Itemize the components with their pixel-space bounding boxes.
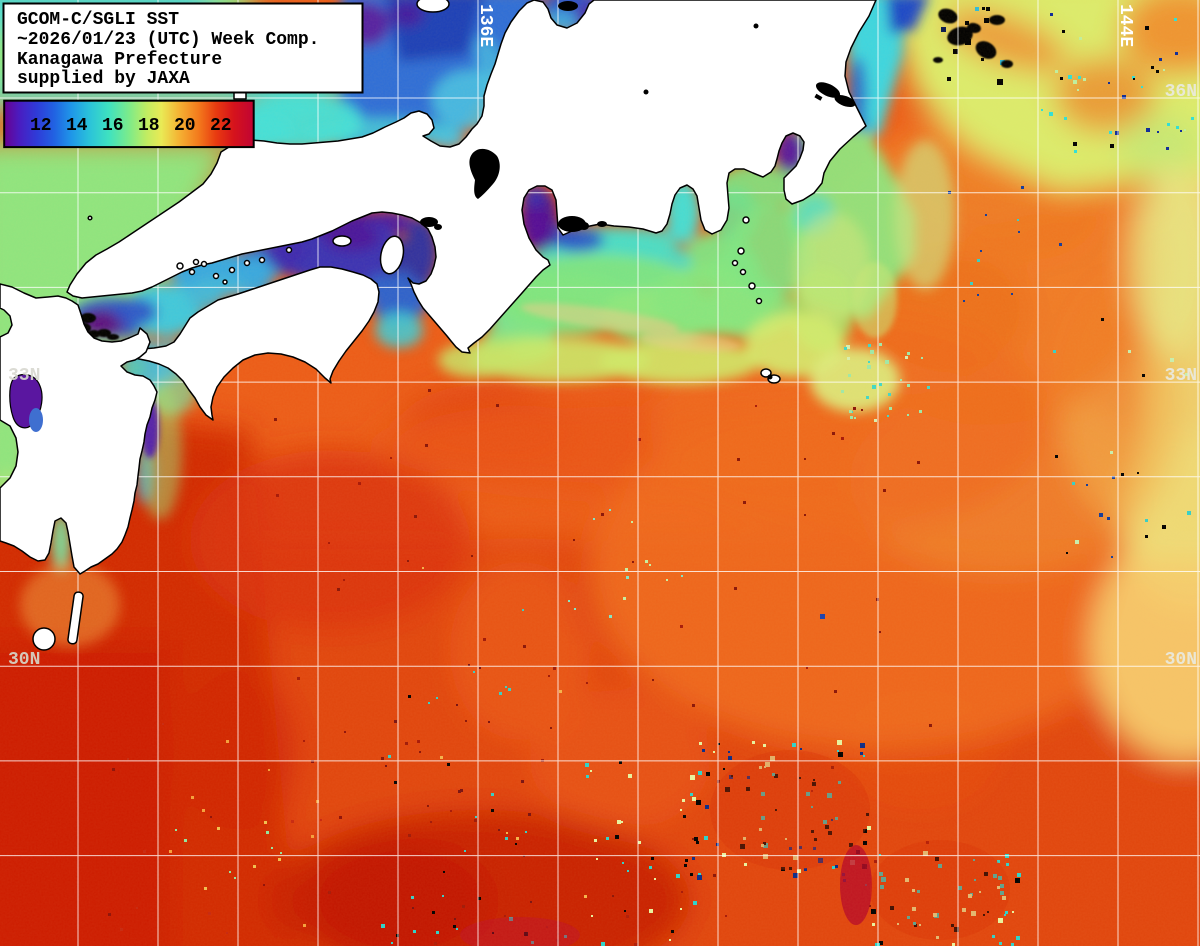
svg-text:GCOM-C/SGLI SST: GCOM-C/SGLI SST <box>17 10 179 30</box>
svg-text:33N: 33N <box>8 366 40 386</box>
svg-text:20: 20 <box>174 116 196 136</box>
svg-text:30N: 30N <box>8 650 40 670</box>
svg-text:33N: 33N <box>1165 366 1197 386</box>
svg-text:144E: 144E <box>1115 4 1135 47</box>
svg-text:supplied by JAXA: supplied by JAXA <box>17 69 190 89</box>
svg-text:18: 18 <box>138 116 160 136</box>
svg-text:Kanagawa Prefecture: Kanagawa Prefecture <box>17 50 222 70</box>
svg-text:22: 22 <box>210 116 232 136</box>
svg-text:16: 16 <box>102 116 124 136</box>
svg-text:~2026/01/23 (UTC) Week Comp.: ~2026/01/23 (UTC) Week Comp. <box>17 30 319 50</box>
svg-text:136E: 136E <box>475 4 495 47</box>
svg-text:36N: 36N <box>1165 82 1197 102</box>
svg-text:14: 14 <box>66 116 88 136</box>
svg-text:12: 12 <box>30 116 52 136</box>
svg-text:30N: 30N <box>1165 650 1197 670</box>
